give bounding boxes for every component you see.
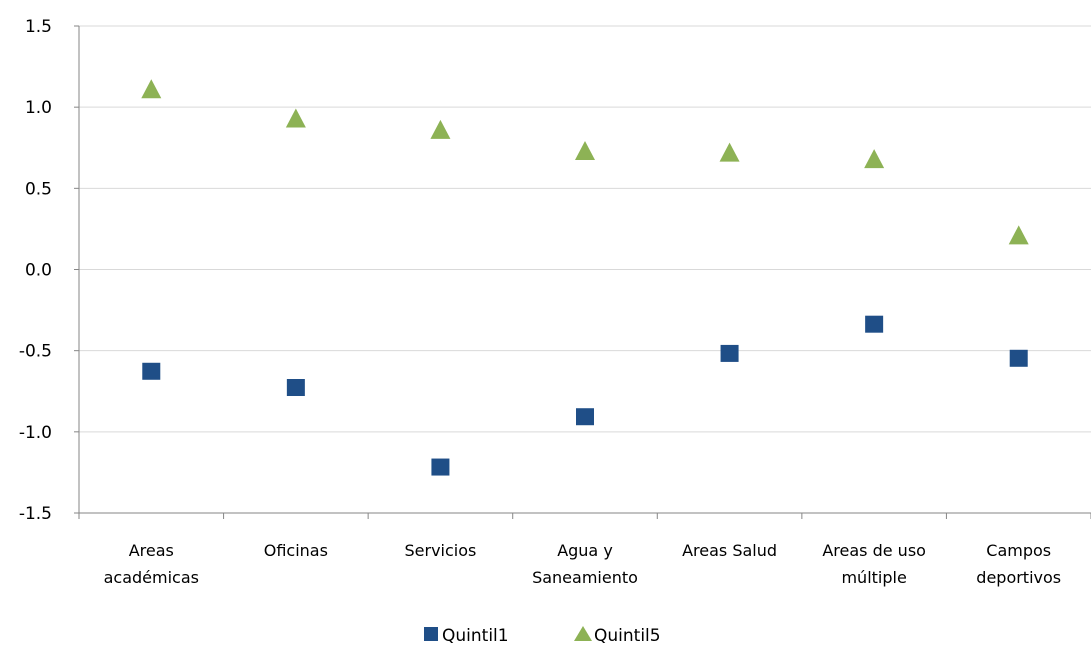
point-Quintil1	[286, 379, 305, 397]
point-Quintil5	[141, 79, 162, 99]
point-Quintil5	[285, 108, 306, 128]
point-Quintil1	[720, 344, 739, 362]
point-Quintil1	[576, 408, 594, 426]
point-Quintil5	[430, 119, 451, 139]
y-tick-label: 1.0	[25, 98, 52, 118]
x-tick-label: Oficinas	[264, 541, 328, 560]
y-tick-label: 0.5	[25, 179, 52, 199]
point-Quintil1	[865, 315, 884, 333]
x-tick-label: Areas de uso múltiple	[822, 541, 926, 587]
legend: Quintil1 Quintil5	[424, 626, 661, 646]
y-tick-label: 0.0	[25, 261, 52, 281]
x-tick-label: Areas académicas	[104, 541, 199, 587]
x-tick-label: Agua y Saneamiento	[532, 541, 638, 587]
y-tick-label: 1.5	[25, 17, 52, 37]
legend-marker-Quintil1	[424, 627, 438, 641]
x-tick-label: Areas Salud	[682, 541, 777, 560]
legend-marker-Quintil5	[574, 626, 592, 641]
legend-label: Quintil1	[442, 626, 509, 646]
x-axis-ticks: Areas académicas Oficinas Servicios Agua y Sa…	[104, 541, 1062, 587]
y-tick-label: -1.5	[19, 504, 52, 524]
axes	[74, 25, 1091, 519]
y-axis-ticks: 1.5 1.0 0.5 0.0 -0.5 -1.0 -1.5	[19, 17, 52, 524]
point-Quintil1	[1009, 349, 1028, 367]
x-tick-label: Servicios	[404, 541, 476, 560]
x-tick-label: Campos deportivos	[976, 541, 1061, 587]
point-Quintil5	[1008, 225, 1029, 245]
y-tick-label: -0.5	[19, 342, 52, 362]
point-Quintil1	[431, 458, 450, 476]
point-Quintil5	[864, 149, 885, 169]
legend-label: Quintil5	[594, 626, 661, 646]
gridlines	[79, 25, 1091, 433]
point-Quintil1	[142, 362, 161, 380]
point-Quintil5	[719, 142, 740, 162]
point-Quintil5	[575, 140, 595, 160]
y-tick-label: -1.0	[19, 423, 52, 443]
data-points	[141, 79, 1029, 476]
